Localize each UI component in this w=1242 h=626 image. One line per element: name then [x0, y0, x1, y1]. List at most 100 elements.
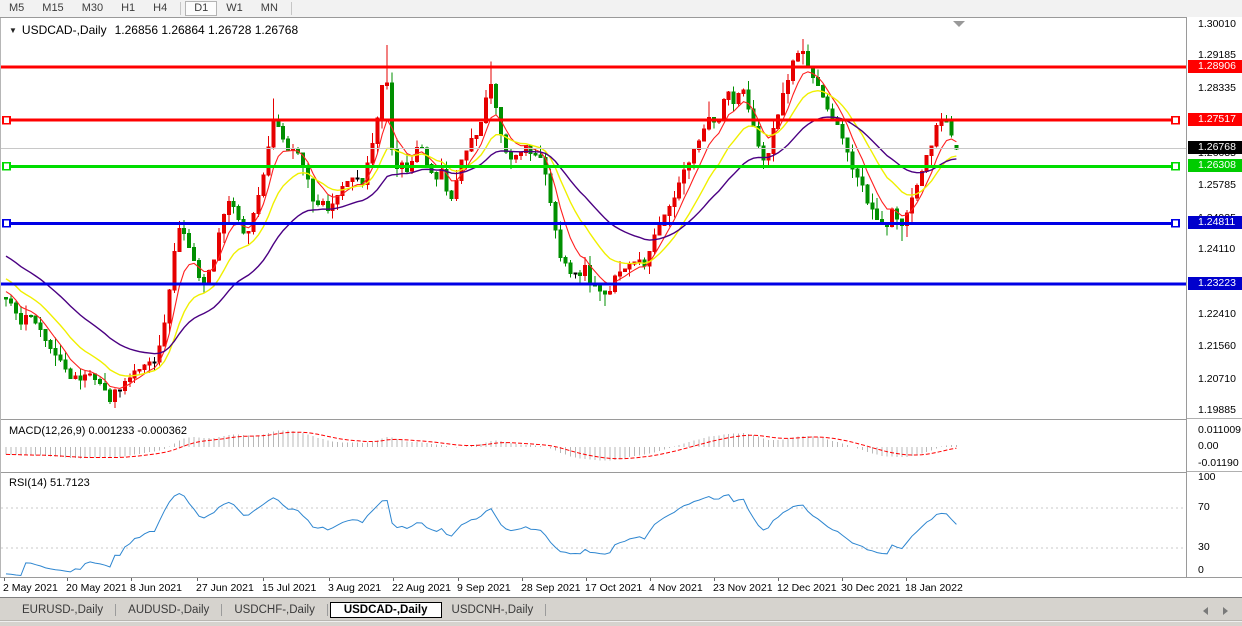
date-label: 28 Sep 2021 — [521, 582, 581, 594]
price-badge-1.27517: 1.27517 — [1188, 112, 1242, 126]
date-tick-mark — [4, 578, 5, 581]
symbol-dropdown-icon[interactable]: ▼ — [9, 26, 17, 35]
date-tick-mark — [197, 578, 198, 581]
chart-shift-marker-icon[interactable] — [953, 21, 965, 27]
price-tick: 1.20710 — [1198, 372, 1236, 385]
date-label: 9 Sep 2021 — [457, 582, 511, 594]
date-axis[interactable]: 2 May 2021 20 May 2021 8 Jun 2021 27 Jun 20… — [0, 577, 1242, 597]
date-tick-mark — [778, 578, 779, 581]
date-tick-mark — [586, 578, 587, 581]
prev-tab-arrow-icon[interactable] — [1203, 607, 1208, 615]
timeframe-button-h4[interactable]: H4 — [153, 2, 168, 14]
line-drag-handle[interactable] — [2, 219, 11, 228]
panel-separator — [1187, 471, 1242, 472]
price-chart[interactable]: ▼ USDCAD-,Daily 1.26856 1.26864 1.26728 1.… — [0, 18, 1187, 578]
line-drag-handle[interactable] — [1171, 219, 1180, 228]
chart-tab-bar: EURUSD-,Daily AUDUSD-,Daily USDCHF-,Daily U… — [0, 597, 1242, 626]
chart-header: ▼ USDCAD-,Daily 1.26856 1.26864 1.26728 1.… — [9, 23, 298, 37]
date-tick-mark — [458, 578, 459, 581]
date-label: 8 Jun 2021 — [130, 582, 182, 594]
timeframe-button-w1[interactable]: W1 — [226, 2, 243, 14]
date-tick-mark — [842, 578, 843, 581]
timeframe-button-m15[interactable]: M15 — [42, 2, 64, 14]
panel-separator — [1187, 418, 1242, 419]
date-label: 17 Oct 2021 — [585, 582, 643, 594]
timeframe-button-m30[interactable]: M30 — [81, 2, 104, 14]
price-tick: 1.29185 — [1198, 49, 1236, 62]
date-tick-mark — [263, 578, 264, 581]
chart-tab-eurusd[interactable]: EURUSD-,Daily — [22, 604, 104, 616]
price-badge-1.26308: 1.26308 — [1188, 158, 1242, 172]
toolbar-separator — [290, 2, 292, 15]
date-label: 12 Dec 2021 — [777, 582, 837, 594]
rsi-axis-label: 0 — [1198, 564, 1204, 576]
price-badge-1.23223: 1.23223 — [1188, 276, 1242, 290]
price-tick: 1.28335 — [1198, 81, 1236, 94]
date-tick-mark — [131, 578, 132, 581]
date-tick-mark — [714, 578, 715, 581]
line-drag-handle[interactable] — [2, 115, 11, 125]
macd-axis-label: 0.011009 — [1198, 424, 1242, 436]
price-tick: 1.30010 — [1198, 17, 1236, 30]
timeframe-button-d1[interactable]: D1 — [185, 1, 218, 16]
date-label: 2 May 2021 — [3, 582, 58, 594]
date-label: 30 Dec 2021 — [841, 582, 901, 594]
chart-symbol-label: USDCAD-,Daily — [21, 23, 107, 37]
chart-tab-usdchf[interactable]: USDCHF-,Daily — [234, 604, 315, 616]
line-drag-handle[interactable] — [2, 162, 11, 171]
price-axis[interactable]: 1.300101.291851.283351.266351.257851.249… — [1186, 17, 1242, 577]
timeframe-button-m5[interactable]: M5 — [9, 2, 25, 14]
line-drag-handle[interactable] — [1171, 115, 1180, 125]
price-tick: 1.19885 — [1198, 404, 1236, 417]
price-badge-1.28906: 1.28906 — [1188, 59, 1242, 73]
date-tick-mark — [329, 578, 330, 581]
price-tick: 1.22410 — [1198, 308, 1236, 321]
macd-axis-label: 0.00 — [1198, 439, 1219, 452]
date-tick-mark — [522, 578, 523, 581]
chart-tab-usdcnh[interactable]: USDCNH-,Daily — [451, 604, 534, 616]
chart-tab-usdcad[interactable]: USDCAD-,Daily — [329, 602, 442, 618]
tab-separator — [545, 604, 547, 616]
ma-mid-yellow-line — [5, 89, 957, 377]
date-label: 15 Jul 2021 — [262, 582, 317, 594]
candlestick-series — [4, 39, 959, 408]
macd-axis-label: -0.01190 — [1198, 457, 1239, 469]
chart-ohlc-values: 1.26856 1.26864 1.26728 1.26768 — [114, 23, 299, 37]
chart-canvas[interactable] — [1, 18, 1187, 578]
rsi-axis-label: 100 — [1198, 471, 1216, 483]
line-drag-handle[interactable] — [1171, 162, 1180, 171]
rsi-axis-label: 70 — [1198, 501, 1210, 513]
tab-separator — [115, 604, 117, 616]
macd-signal-line — [5, 431, 957, 460]
toolbar-separator — [180, 2, 182, 15]
rsi-axis-label: 30 — [1198, 541, 1210, 553]
next-tab-arrow-icon[interactable] — [1223, 607, 1228, 615]
timeframe-toolbar: M5 M15 M30 H1 H4 D1 W1 MN — [0, 0, 1242, 18]
chart-tabs: EURUSD-,Daily AUDUSD-,Daily USDCHF-,Daily U… — [12, 601, 548, 619]
tab-separator — [221, 604, 223, 616]
timeframe-button-mn[interactable]: MN — [260, 2, 278, 14]
macd-indicator-label: MACD(12,26,9) 0.001233 -0.000362 — [9, 425, 187, 437]
date-label: 3 Aug 2021 — [328, 582, 382, 594]
date-label: 23 Nov 2021 — [713, 582, 773, 594]
date-label: 18 Jan 2022 — [905, 582, 963, 594]
price-badge-1.24811: 1.24811 — [1188, 215, 1242, 229]
timeframe-button-h1[interactable]: H1 — [121, 2, 136, 14]
rsi-indicator-label: RSI(14) 51.7123 — [9, 477, 90, 489]
price-badge-1.26768: 1.26768 — [1188, 141, 1242, 155]
macd-histogram — [5, 430, 957, 461]
ma-slow-purple-line — [5, 116, 957, 355]
tab-separator — [326, 604, 328, 616]
date-label: 22 Aug 2021 — [392, 582, 451, 594]
price-tick: 1.21560 — [1198, 340, 1236, 353]
date-label: 20 May 2021 — [66, 582, 127, 594]
date-label: 27 Jun 2021 — [196, 582, 254, 594]
date-tick-mark — [67, 578, 68, 581]
date-tick-mark — [393, 578, 394, 581]
date-label: 4 Nov 2021 — [649, 582, 703, 594]
price-tick: 1.25785 — [1198, 179, 1236, 192]
tab-bar-groove — [0, 620, 1242, 622]
chart-tab-audusd[interactable]: AUDUSD-,Daily — [128, 604, 210, 616]
date-tick-mark — [906, 578, 907, 581]
